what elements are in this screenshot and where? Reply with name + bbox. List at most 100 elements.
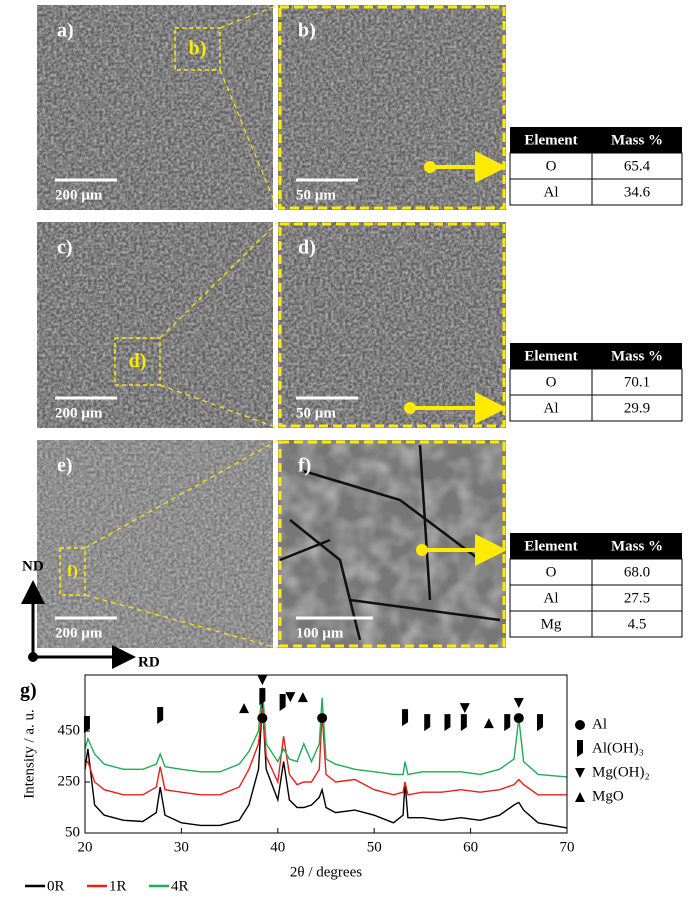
phase-marker bbox=[424, 714, 431, 732]
table-cell: O bbox=[546, 158, 557, 174]
panel-label: d) bbox=[298, 237, 316, 259]
micrographs: a) 200 µm b) b) 50 µm c) 200 µm d) d) 50 µm e) 200 … bbox=[21, 4, 683, 670]
legend-label: 4R bbox=[171, 878, 189, 894]
zoom-line bbox=[84, 439, 279, 549]
crack bbox=[349, 598, 501, 622]
table-header bbox=[510, 127, 682, 153]
y-tick-label: 250 bbox=[58, 773, 81, 789]
phase-marker bbox=[483, 718, 494, 729]
direction-label: ND bbox=[22, 558, 44, 574]
panel-label: g) bbox=[20, 680, 37, 702]
legend-label: Al(OH)₃ bbox=[592, 740, 644, 756]
table-cell: Al bbox=[544, 400, 559, 416]
x-tick-label: 50 bbox=[367, 839, 382, 855]
crack bbox=[299, 468, 481, 561]
crack bbox=[279, 538, 331, 562]
phase-marker bbox=[537, 714, 544, 732]
direction-origin bbox=[28, 652, 38, 662]
y-tick-label: 50 bbox=[65, 824, 80, 840]
xrd-line bbox=[84, 687, 568, 778]
phase-marker bbox=[513, 713, 524, 724]
crack bbox=[289, 519, 362, 641]
x-tick-label: 30 bbox=[174, 839, 189, 855]
x-tick-label: 70 bbox=[560, 839, 575, 855]
inset-frame bbox=[114, 337, 161, 386]
table-cell: O bbox=[546, 374, 557, 390]
phase-marker bbox=[279, 694, 286, 712]
legend-label: Al bbox=[592, 716, 607, 732]
inset-frame bbox=[59, 547, 86, 596]
phase-marker bbox=[83, 715, 90, 733]
scale-label: 200 µm bbox=[55, 187, 103, 203]
plot-frame bbox=[84, 674, 568, 834]
legend-marker bbox=[575, 792, 585, 802]
legend-label: 0R bbox=[47, 878, 65, 894]
phase-marker bbox=[157, 707, 164, 725]
micrograph-texture bbox=[37, 440, 273, 648]
phase-marker bbox=[285, 692, 296, 703]
x-axis-title: 2θ / degrees bbox=[290, 864, 362, 880]
y-axis-title: Intensity / a. u. bbox=[21, 709, 37, 799]
inset-label: d) bbox=[129, 350, 147, 372]
scale-label: 100 µm bbox=[296, 625, 344, 641]
table-cell: 27.5 bbox=[624, 590, 650, 606]
table-cell: 70.1 bbox=[624, 374, 650, 390]
table-row bbox=[509, 610, 683, 638]
zoom-line bbox=[159, 384, 279, 429]
panel-label: f) bbox=[298, 455, 311, 477]
zoom-frame bbox=[278, 5, 506, 210]
x-tick-label: 20 bbox=[78, 839, 93, 855]
table-header bbox=[510, 343, 682, 369]
table-row bbox=[509, 368, 683, 396]
legend-marker bbox=[577, 740, 583, 757]
panel-label: b) bbox=[298, 20, 316, 42]
table-header-cell: Mass % bbox=[611, 132, 663, 148]
panel-label: a) bbox=[57, 20, 74, 42]
micrograph-texture bbox=[37, 5, 273, 210]
phase-marker bbox=[257, 675, 268, 686]
micrograph-texture bbox=[278, 5, 506, 210]
phase-marker bbox=[259, 688, 266, 706]
table-cell: 65.4 bbox=[624, 158, 651, 174]
xrd-line bbox=[84, 708, 567, 796]
phase-marker bbox=[402, 709, 409, 727]
table-cell: 29.9 bbox=[624, 400, 650, 416]
xrd-chart: g) 20 30 40 50 60 70 50 250 450 2θ / degrees Intens… bbox=[20, 674, 650, 894]
zoom-line bbox=[219, 4, 279, 29]
legend-marker bbox=[575, 720, 585, 730]
phase-marker bbox=[239, 703, 250, 714]
micrograph-texture bbox=[37, 222, 273, 428]
xrd-line bbox=[84, 702, 568, 829]
phase-marker bbox=[297, 692, 308, 703]
table-header-cell: Element bbox=[524, 348, 577, 364]
legend-marker bbox=[575, 768, 585, 778]
table-header bbox=[510, 533, 682, 559]
phase-marker bbox=[513, 698, 524, 709]
table-row bbox=[509, 178, 683, 206]
x-tick-label: 60 bbox=[463, 839, 478, 855]
phase-marker bbox=[317, 713, 328, 724]
inset-label: b) bbox=[189, 38, 207, 60]
phase-marker bbox=[257, 713, 268, 724]
inset-label: f) bbox=[67, 563, 78, 580]
phase-marker bbox=[444, 714, 451, 732]
phase-marker bbox=[459, 703, 470, 714]
direction-label: RD bbox=[138, 654, 160, 670]
table-header-cell: Mass % bbox=[611, 538, 663, 554]
zoom-line bbox=[159, 221, 279, 339]
table-cell: 68.0 bbox=[624, 564, 650, 580]
table-cell: Al bbox=[544, 184, 559, 200]
panel-label: c) bbox=[57, 237, 73, 259]
table-cell: Mg bbox=[541, 616, 562, 632]
legend-label: Mg(OH)₂ bbox=[592, 764, 650, 780]
scale-label: 50 µm bbox=[296, 405, 336, 421]
legend-label: 1R bbox=[109, 878, 127, 894]
phase-marker bbox=[504, 714, 511, 732]
table-row bbox=[509, 584, 683, 612]
table-row bbox=[509, 394, 683, 422]
table-cell: O bbox=[546, 564, 557, 580]
legend-label: MgO bbox=[592, 788, 624, 804]
table-header-cell: Element bbox=[524, 132, 577, 148]
table-row bbox=[509, 558, 683, 586]
